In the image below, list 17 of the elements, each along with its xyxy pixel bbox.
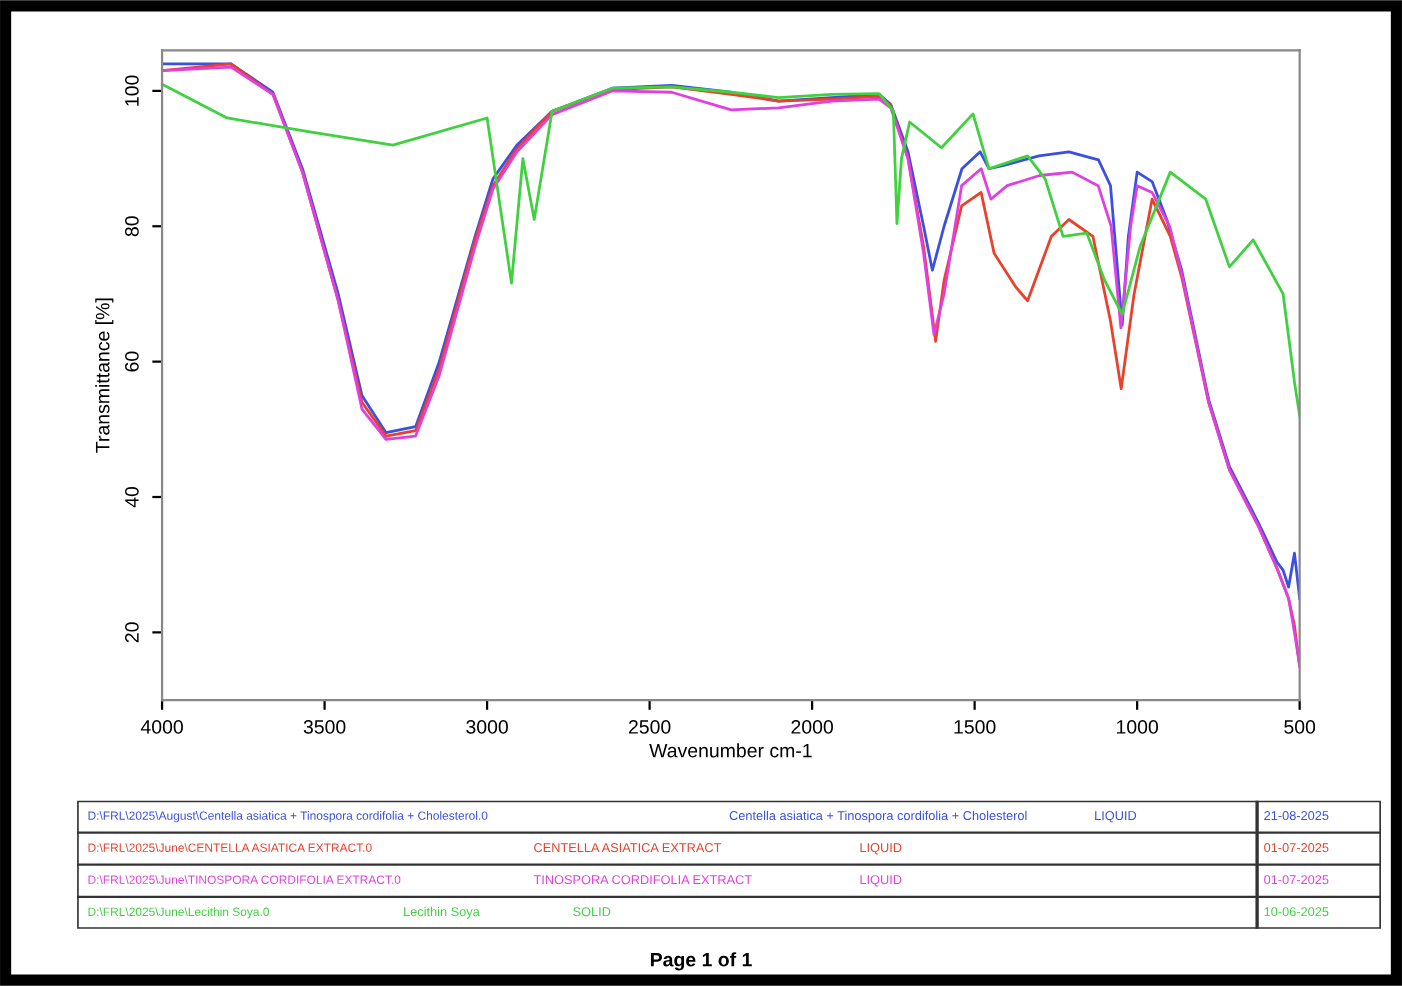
x-tick-label: 4000 [140, 720, 183, 734]
x-tick-label: 2500 [628, 720, 671, 734]
y-tick-label: 80 [125, 216, 139, 237]
x-tick-label: 3000 [466, 720, 508, 734]
y-tick-label: 20 [125, 622, 139, 643]
x-tick-label: 3500 [303, 720, 346, 734]
y-tick-label: 100 [125, 75, 139, 106]
x-tick-label: 1000 [1117, 720, 1159, 734]
text: Page 1 of 1 [650, 952, 752, 971]
y-axis-title: Transmittance [%] [95, 298, 114, 453]
x-axis-title: Wavenumber cm-1 [649, 743, 812, 758]
x-tick-label: 500 [1284, 720, 1316, 734]
y-tick-label: 40 [125, 486, 139, 508]
x-tick-label: 2000 [791, 720, 833, 734]
line-series [162, 82, 1300, 418]
y-tick-label: 60 [125, 351, 139, 372]
x-tick-label: 1500 [954, 720, 996, 734]
